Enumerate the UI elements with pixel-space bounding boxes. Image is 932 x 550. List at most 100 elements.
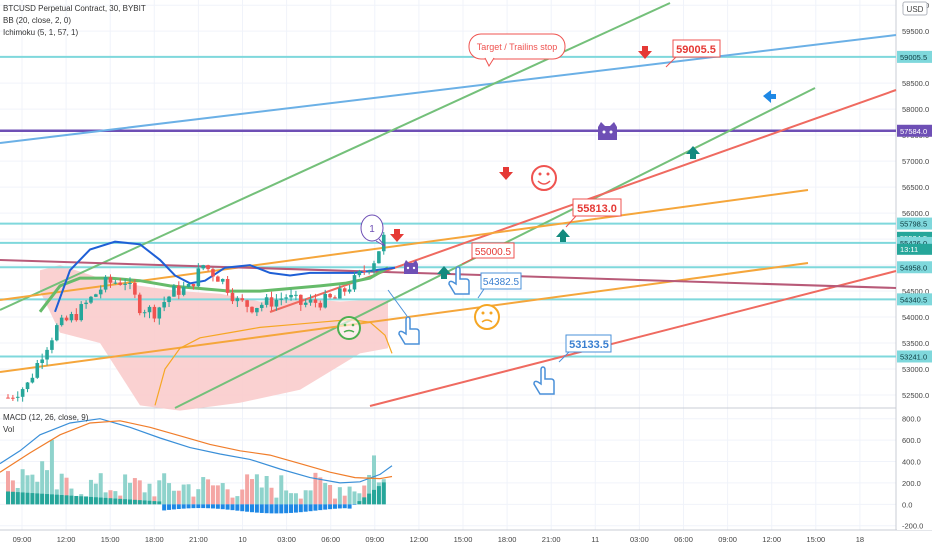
macd-histogram [6,482,386,514]
candle-body [172,285,176,297]
price-label-59005[interactable]: 59005.5 [665,39,721,68]
macd-histogram-bar [103,497,108,505]
currency-box[interactable] [902,1,928,16]
candle-body [206,265,210,270]
candle-body [142,312,147,314]
candle-body [201,265,205,269]
arrow-up-icon[interactable] [686,146,700,159]
green-face-icon[interactable] [337,316,361,340]
candle-body [225,278,230,293]
macd-legend-label[interactable]: MACD (12, 26, close, 9) [3,413,89,422]
hand-pointer-icon[interactable] [533,366,555,395]
volume-bar [279,475,284,505]
volume-bar [210,485,215,505]
price-tag [897,124,932,137]
volume-bar [230,497,235,505]
candle-body [342,288,347,292]
symbol-title[interactable]: BTCUSD Perpetual Contract, 30, BYBIT [3,4,146,13]
candle-body [255,307,259,313]
candle-body [313,299,318,303]
price-label-54382[interactable]: 54382.5 [477,272,522,299]
macd-histogram-bar [45,494,50,505]
smiley-icon[interactable] [531,165,557,191]
price-label-53133[interactable]: 53133.5 [558,334,612,363]
macd-histogram-bar [245,504,250,512]
volume-bar [137,480,142,505]
number-bubble[interactable]: 1 [360,214,386,247]
volume-bar [6,471,10,505]
candle-body [11,397,15,399]
macd-histogram-bar [284,504,289,514]
candle-body [137,294,142,314]
price-tick-label: 58000.0 [902,105,929,114]
macd-histogram-bar [298,504,303,513]
hand-pointer-icon[interactable] [448,266,470,295]
price-tag-label: 54958.0 [900,263,927,272]
macd-histogram-bar [337,504,342,509]
indicator-bb-label[interactable]: BB (20, close, 2, 0) [3,16,71,25]
volume-bar [240,489,245,505]
macd-signal-line [0,420,393,480]
volume-bar [254,474,259,505]
macd-histogram-bar [235,504,240,511]
macd-histogram-bar [308,504,313,512]
volume-bar [191,496,196,505]
candle-body [59,317,64,326]
macd-histogram-bar [303,504,308,512]
candle-body [98,289,103,295]
price-tag [897,350,932,363]
arrow-down-icon[interactable] [390,229,404,242]
candle-body [181,287,186,295]
target-callout[interactable]: Target / Trailins stop [468,33,566,68]
macd-histogram-bar [123,499,128,505]
currency-label: USD [907,5,924,14]
candle-body [259,304,264,308]
volume-legend-label[interactable]: Vol [3,425,14,434]
candle-body [191,283,196,287]
volume-bar [128,482,132,505]
cat-icon[interactable] [598,122,617,140]
price-tag-label: 54340.5 [900,295,927,304]
price-tick-label: 58500.0 [902,79,929,88]
price-tick-label: 57000.0 [902,157,929,166]
volume-bar [176,490,181,505]
candle-body [103,277,108,290]
volume-bar [225,489,230,505]
macd-histogram-bar [367,493,372,505]
time-tick-label: 15:00 [101,535,120,544]
horizontal-price-lines [0,55,896,358]
trend-line-blue[interactable] [0,34,897,144]
time-tick-label: 12:00 [762,535,781,544]
price-tick-label: 56000.0 [902,209,929,218]
volume-bar [293,493,298,505]
arrow-down-icon[interactable] [638,46,652,59]
macd-histogram-bar [54,494,59,505]
candle-body [318,302,323,308]
neutral-face-icon[interactable] [474,304,500,330]
hand-pointer-icon[interactable] [398,316,420,345]
arrow-up-icon[interactable] [556,229,570,242]
volume-bar [220,483,225,505]
cat-icon[interactable] [404,260,418,274]
macd-axis-ticks: 800.0 600.0 400.0 200.0 0.0 -200.0 [902,415,923,531]
price-label-55000[interactable]: 55000.5 [461,242,515,265]
volume-bar [123,474,128,505]
candle-body [367,270,371,272]
price-tick-label: 56500.0 [902,183,929,192]
trend-line-red-lower[interactable] [369,270,897,407]
arrow-up-icon[interactable] [437,266,451,279]
price-label-55813[interactable]: 55813.0 [565,198,622,228]
volume-bar [337,487,342,505]
candle-body [323,293,327,308]
candle-body [30,377,35,383]
macd-histogram-bar [128,499,132,505]
arrow-left-icon[interactable] [763,90,776,103]
indicator-ichimoku-label[interactable]: Ichimoku (5, 1, 57, 1) [3,28,78,37]
arrow-down-icon[interactable] [499,167,513,180]
volume-bar [40,461,45,505]
candle-body [35,363,40,378]
volume-bar [284,490,289,505]
chart-legend: BTCUSD Perpetual Contract, 30, BYBIT BB … [3,4,146,434]
volume-bar [181,484,186,505]
